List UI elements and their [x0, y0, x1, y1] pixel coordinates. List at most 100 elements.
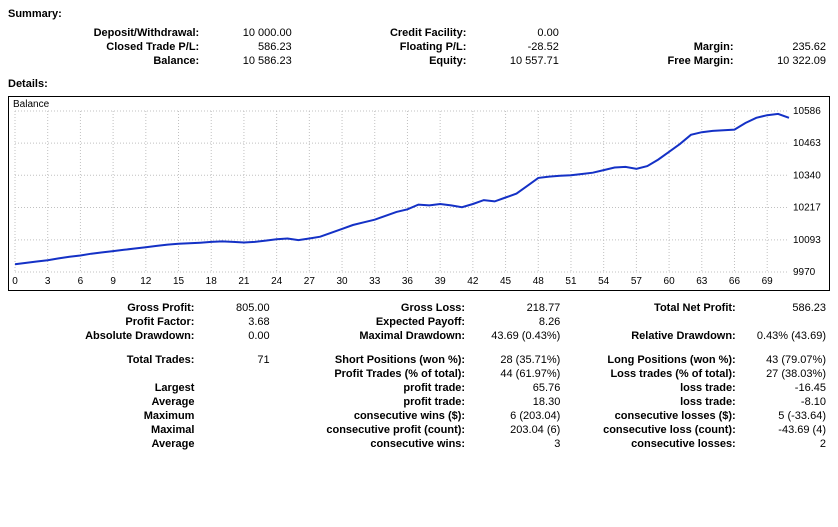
largest-loss-trade-label: loss trade: [564, 381, 739, 395]
average-label: Average [8, 395, 198, 409]
svg-text:15: 15 [173, 276, 185, 287]
maximal-cons-loss-value: -43.69 (4) [740, 423, 830, 437]
deposit-withdrawal-label: Deposit/Withdrawal: [8, 26, 203, 40]
profit-factor-label: Profit Factor: [8, 315, 198, 329]
svg-text:48: 48 [533, 276, 545, 287]
absolute-drawdown-value: 0.00 [198, 329, 273, 343]
average2-label: Average [8, 437, 198, 451]
svg-text:45: 45 [500, 276, 512, 287]
svg-text:3: 3 [45, 276, 51, 287]
maximum-cons-wins-value: 6 (203.04) [469, 409, 564, 423]
balance-label: Balance: [8, 54, 203, 68]
gross-profit-value: 805.00 [198, 301, 273, 315]
average-profit-trade-value: 18.30 [469, 395, 564, 409]
svg-text:0: 0 [12, 276, 18, 287]
svg-text:54: 54 [598, 276, 610, 287]
closed-trade-pl-label: Closed Trade P/L: [8, 40, 203, 54]
svg-text:51: 51 [565, 276, 577, 287]
svg-text:36: 36 [402, 276, 414, 287]
total-trades-label: Total Trades: [8, 353, 198, 367]
margin-label: Margin: [563, 40, 738, 54]
svg-text:42: 42 [467, 276, 479, 287]
balance-chart: Balance 99701009310217103401046310586036… [8, 96, 830, 291]
credit-facility-label: Credit Facility: [296, 26, 471, 40]
svg-text:63: 63 [696, 276, 708, 287]
svg-text:69: 69 [762, 276, 774, 287]
svg-text:10093: 10093 [793, 235, 821, 246]
maximum-cons-losses-label: consecutive losses ($): [564, 409, 739, 423]
floating-pl-value: -28.52 [470, 40, 562, 54]
maximal-drawdown-value: 43.69 (0.43%) [469, 329, 564, 343]
expected-payoff-value: 8.26 [469, 315, 564, 329]
svg-text:21: 21 [238, 276, 250, 287]
average-profit-trade-label: profit trade: [274, 395, 469, 409]
svg-text:24: 24 [271, 276, 283, 287]
gross-profit-label: Gross Profit: [8, 301, 198, 315]
balance-value: 10 586.23 [203, 54, 295, 68]
total-net-profit-label: Total Net Profit: [564, 301, 739, 315]
maximal-label: Maximal [8, 423, 198, 437]
svg-text:9: 9 [110, 276, 116, 287]
total-trades-value: 71 [198, 353, 273, 367]
average-cons-wins-value: 3 [469, 437, 564, 451]
svg-text:9970: 9970 [793, 267, 816, 278]
average-cons-wins-label: consecutive wins: [274, 437, 469, 451]
gross-loss-label: Gross Loss: [274, 301, 469, 315]
svg-text:10340: 10340 [793, 170, 821, 181]
floating-pl-label: Floating P/L: [296, 40, 471, 54]
svg-text:57: 57 [631, 276, 643, 287]
average-cons-losses-label: consecutive losses: [564, 437, 739, 451]
equity-label: Equity: [296, 54, 471, 68]
largest-label: Largest [8, 381, 198, 395]
profit-trades-label: Profit Trades (% of total): [274, 367, 469, 381]
maximal-cons-profit-value: 203.04 (6) [469, 423, 564, 437]
long-positions-label: Long Positions (won %): [564, 353, 739, 367]
svg-text:10463: 10463 [793, 138, 821, 149]
average-loss-trade-value: -8.10 [740, 395, 830, 409]
largest-profit-trade-label: profit trade: [274, 381, 469, 395]
absolute-drawdown-label: Absolute Drawdown: [8, 329, 198, 343]
average-loss-trade-label: loss trade: [564, 395, 739, 409]
balance-chart-svg: 9970100931021710340104631058603691215182… [9, 97, 829, 290]
svg-text:27: 27 [304, 276, 316, 287]
maximum-cons-wins-label: consecutive wins ($): [274, 409, 469, 423]
svg-text:33: 33 [369, 276, 381, 287]
svg-text:10586: 10586 [793, 106, 821, 117]
loss-trades-value: 27 (38.03%) [740, 367, 830, 381]
svg-text:30: 30 [336, 276, 348, 287]
svg-text:12: 12 [140, 276, 152, 287]
svg-text:39: 39 [435, 276, 447, 287]
equity-value: 10 557.71 [470, 54, 562, 68]
largest-loss-trade-value: -16.45 [740, 381, 830, 395]
relative-drawdown-value: 0.43% (43.69) [740, 329, 830, 343]
relative-drawdown-label: Relative Drawdown: [564, 329, 739, 343]
gross-loss-value: 218.77 [469, 301, 564, 315]
svg-text:66: 66 [729, 276, 741, 287]
maximal-cons-profit-label: consecutive profit (count): [274, 423, 469, 437]
closed-trade-pl-value: 586.23 [203, 40, 295, 54]
maximum-label: Maximum [8, 409, 198, 423]
svg-text:18: 18 [206, 276, 218, 287]
maximal-drawdown-label: Maximal Drawdown: [274, 329, 469, 343]
summary-title: Summary: [8, 8, 830, 20]
free-margin-value: 10 322.09 [738, 54, 831, 68]
total-net-profit-value: 586.23 [740, 301, 830, 315]
margin-value: 235.62 [738, 40, 831, 54]
average-cons-losses-value: 2 [740, 437, 830, 451]
short-positions-value: 28 (35.71%) [469, 353, 564, 367]
svg-text:6: 6 [78, 276, 84, 287]
expected-payoff-label: Expected Payoff: [274, 315, 469, 329]
profit-factor-value: 3.68 [198, 315, 273, 329]
short-positions-label: Short Positions (won %): [274, 353, 469, 367]
long-positions-value: 43 (79.07%) [740, 353, 830, 367]
svg-text:10217: 10217 [793, 202, 821, 213]
balance-chart-label: Balance [13, 99, 49, 110]
svg-text:60: 60 [664, 276, 676, 287]
profit-trades-value: 44 (61.97%) [469, 367, 564, 381]
maximal-cons-loss-label: consecutive loss (count): [564, 423, 739, 437]
deposit-withdrawal-value: 10 000.00 [203, 26, 295, 40]
free-margin-label: Free Margin: [563, 54, 738, 68]
maximum-cons-losses-value: 5 (-33.64) [740, 409, 830, 423]
loss-trades-label: Loss trades (% of total): [564, 367, 739, 381]
details-table: Gross Profit: 805.00 Gross Loss: 218.77 … [8, 301, 830, 451]
